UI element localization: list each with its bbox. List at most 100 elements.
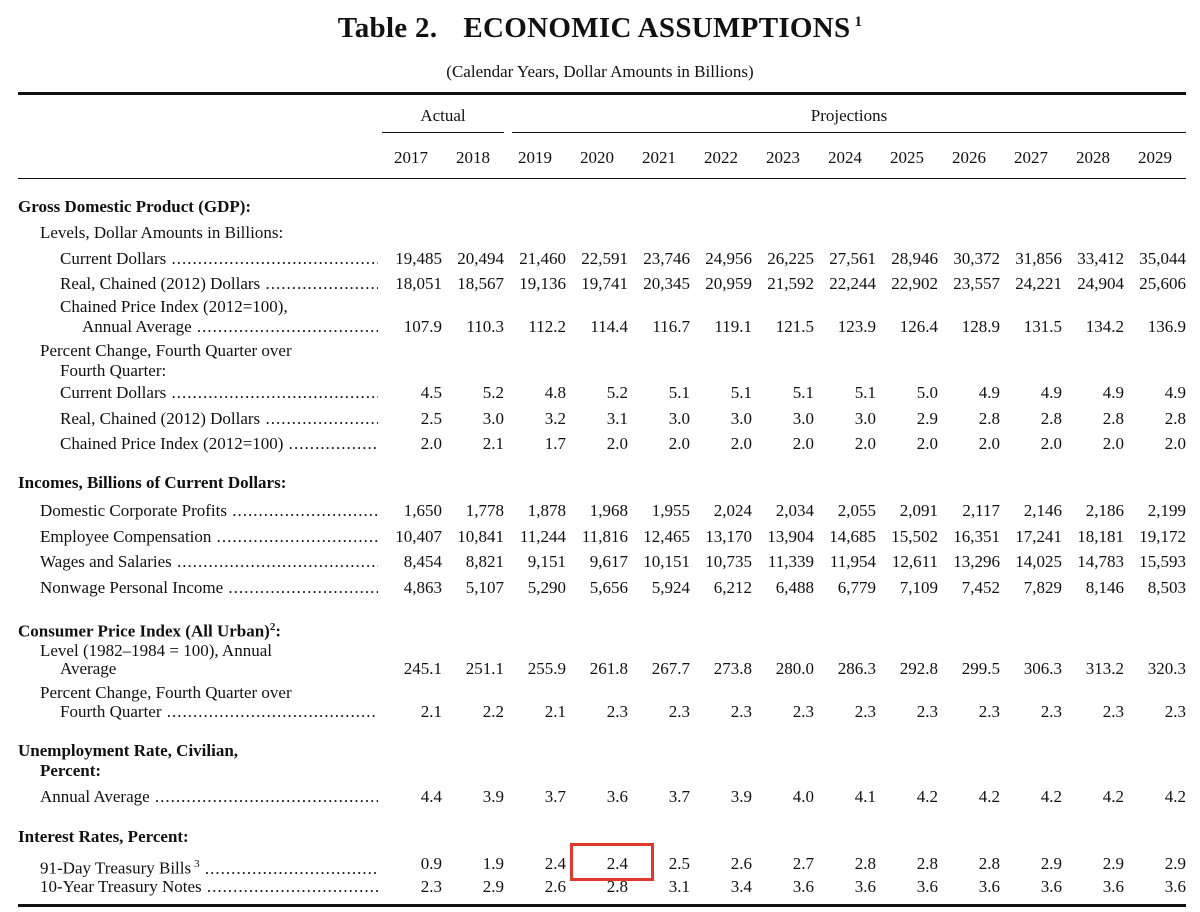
value-cell-2020: 3.6 [606,787,628,806]
value-cell-2021: 267.7 [651,659,690,678]
value-cell-2026: 2,117 [962,501,1000,520]
row-label-text: Current Dollars [60,383,167,402]
value-cell-2027: 2.9 [1040,854,1062,873]
year-header-2023: 2023 [766,148,800,167]
value-cell-2019: 112.2 [528,317,566,336]
value-cell-2025: 292.8 [899,659,938,678]
value-cell-2019: 1,878 [527,501,566,520]
value-cell-2025: 126.4 [899,317,938,336]
section-heading-unemployment: Unemployment Rate, Civilian, [0,740,1200,762]
gdp-heading: Gross Domestic Product (GDP): [18,197,252,216]
row-pct-price-index: Chained Price Index (2012=100) 2.0 2.1 1.7 2… [0,433,1200,455]
value-cell-2017: 2.5 [420,409,442,428]
top-rule [18,92,1186,95]
value-cell-2021: 2.3 [668,702,690,721]
cpi-pct-label-line1: Percent Change, Fourth Quarter over [40,683,292,702]
value-cell-2017: 8,454 [403,552,442,571]
row-label: 10-Year Treasury Notes [40,876,378,898]
gdp-levels-label: Levels, Dollar Amounts in Billions: [40,223,284,242]
value-cell-2019: 3.2 [544,409,566,428]
year-header-2019: 2019 [518,148,552,167]
cpi-level-label-line1: Level (1982–1984 = 100), Annual [40,641,272,660]
year-header-2020: 2020 [580,148,614,167]
value-cell-2023: 6,488 [775,578,814,597]
value-cell-2023: 26,225 [767,249,814,268]
projections-header: Projections [810,106,888,125]
pct-change-label-line2: Fourth Quarter: [60,361,167,380]
bottom-rule [18,904,1186,907]
year-header-2029: 2029 [1138,148,1172,167]
value-cell-2020: 5.2 [606,383,628,402]
value-cell-2024: 6,779 [837,578,876,597]
value-cell-2028: 8,146 [1085,578,1124,597]
value-cell-2021: 3.7 [668,787,690,806]
value-cell-2025: 22,902 [891,274,938,293]
row-label-text: 91-Day Treasury Bills [40,858,192,878]
value-cell-2022: 3.0 [730,409,752,428]
row-wages-salaries: Wages and Salaries 8,454 8,821 9,151 9,617 10… [0,551,1200,573]
row-treasury-notes: 10-Year Treasury Notes 2.3 2.9 2.6 2.8 3.1 3.4… [0,876,1200,898]
section-heading-incomes: Incomes, Billions of Current Dollars: [0,472,1200,494]
value-cell-2018: 110.3 [466,317,504,336]
value-cell-2028: 2.9 [1102,854,1124,873]
value-cell-2027: 17,241 [1015,527,1062,546]
value-cell-2023: 13,904 [767,527,814,546]
value-cell-2018: 20,494 [457,249,504,268]
value-cell-2029: 2.3 [1164,702,1186,721]
value-cell-2021: 3.1 [668,877,690,896]
row-label-text: 10-Year Treasury Notes [40,877,202,896]
value-cell-2021: 3.0 [668,409,690,428]
value-cell-2022: 20,959 [705,274,752,293]
interest-heading: Interest Rates, Percent: [18,827,189,846]
value-cell-2020: 2.0 [606,434,628,453]
value-cell-2027: 2,146 [1023,501,1062,520]
value-cell-2020: 19,741 [581,274,628,293]
value-cell-2029: 25,606 [1139,274,1186,293]
value-cell-2026: 30,372 [953,249,1000,268]
row-label: Current Dollars [60,248,378,270]
table-title-prefix: Table 2. [337,12,438,44]
value-cell-2023: 2,034 [775,501,814,520]
value-cell-2019: 1.7 [544,434,566,453]
row-label-text: Nonwage Personal Income [40,578,224,597]
value-cell-2021: 5,924 [651,578,690,597]
value-cell-2025: 15,502 [891,527,938,546]
value-cell-2025: 2,091 [899,501,938,520]
value-cell-2024: 3.0 [854,409,876,428]
value-cell-2029: 19,172 [1139,527,1186,546]
value-cell-2025: 2.3 [916,702,938,721]
value-cell-2026: 4.9 [978,383,1000,402]
row-label: Real, Chained (2012) Dollars [60,273,378,295]
row-label: Real, Chained (2012) Dollars [60,408,378,430]
value-cell-2024: 286.3 [837,659,876,678]
value-cell-2028: 24,904 [1077,274,1124,293]
value-cell-2026: 299.5 [961,659,1000,678]
value-cell-2019: 4.8 [544,383,566,402]
row-label-text: Wages and Salaries [40,552,172,571]
value-cell-2028: 14,783 [1077,552,1124,571]
value-cell-2023: 280.0 [775,659,814,678]
value-cell-2020: 2.8 [606,877,628,896]
value-cell-2017: 10,407 [395,527,442,546]
row-label-text: Real, Chained (2012) Dollars [60,409,261,428]
value-cell-2024: 22,244 [829,274,876,293]
value-cell-2021: 10,151 [643,552,690,571]
row-label-text: Employee Compensation [40,527,212,546]
row-unemployment-annual: Annual Average 4.4 3.9 3.7 3.6 3.7 3.9 4.0 4.1 4.… [0,786,1200,808]
cpi-heading: Consumer Price Index (All Urban)2: [18,616,281,643]
section-heading-interest: Interest Rates, Percent: [0,826,1200,848]
value-cell-2028: 4.9 [1102,383,1124,402]
value-cell-2028: 2.8 [1102,409,1124,428]
value-cell-2018: 2.9 [482,877,504,896]
row-cpi-level: Average 245.1 251.1 255.9 261.8 267.7 273.8 280… [0,658,1200,680]
value-cell-2023: 2.3 [792,702,814,721]
value-cell-2022: 24,956 [705,249,752,268]
value-cell-2023: 2.7 [792,854,814,873]
year-header-2018: 2018 [456,148,490,167]
value-cell-2017: 107.9 [403,317,442,336]
value-cell-2018: 10,841 [457,527,504,546]
value-cell-2027: 2.8 [1040,409,1062,428]
value-cell-2021: 2.5 [668,854,690,873]
title-footnote: 1 [854,14,863,31]
row-label-text: Annual Average [82,317,192,336]
